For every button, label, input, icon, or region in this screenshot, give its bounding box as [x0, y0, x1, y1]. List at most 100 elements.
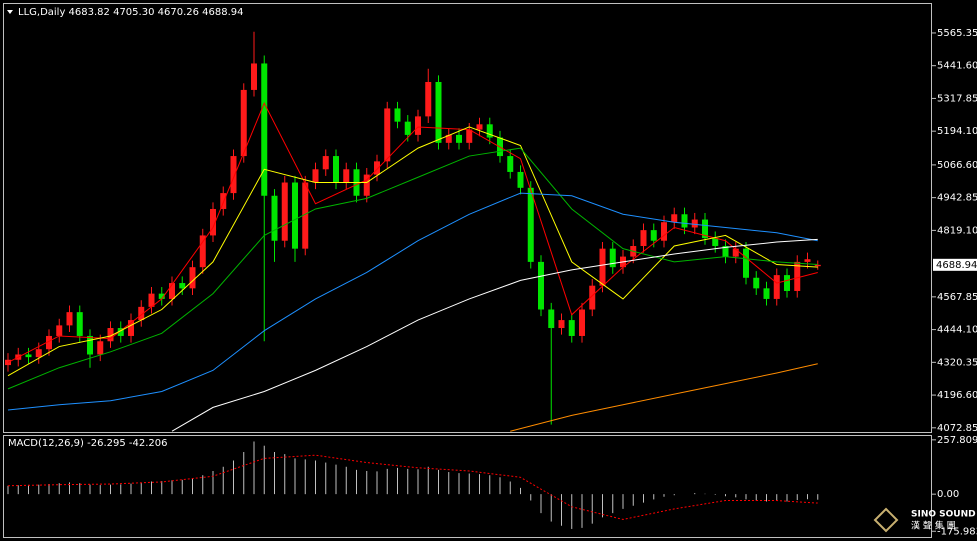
- candle-body: [599, 248, 606, 286]
- candle-body: [435, 81, 442, 143]
- watermark-subtitle: 漢 聲 集 團: [911, 520, 956, 532]
- candle-body: [312, 169, 319, 183]
- candle-body: [773, 275, 780, 299]
- candle-body: [456, 134, 462, 143]
- watermark-title: SINO SOUND: [911, 510, 976, 520]
- candle-body: [230, 156, 237, 194]
- candle-body: [589, 285, 596, 310]
- candle-body: [302, 182, 309, 249]
- indicator-line: [7, 126, 818, 377]
- candle-body: [722, 246, 729, 257]
- candle-body: [425, 81, 432, 117]
- candle-body: [107, 328, 114, 342]
- menu-arrow: [7, 10, 13, 14]
- candle-body: [138, 306, 145, 321]
- y-tick-label: 4567.85: [937, 292, 977, 303]
- macd-title: MACD(12,26,9) -26.295 -42.206: [8, 438, 168, 449]
- candle-body: [199, 235, 206, 268]
- candle-body: [292, 182, 298, 249]
- logo: [873, 507, 899, 533]
- indicator-line: [171, 238, 818, 432]
- candle-body: [445, 134, 452, 143]
- candle-body: [271, 195, 278, 241]
- indicator-line: [7, 192, 818, 411]
- y-tick-label: 5565.35: [937, 28, 977, 39]
- candle-body: [322, 156, 329, 170]
- candle-body: [128, 320, 134, 336]
- y-tick-label: 4320.35: [937, 357, 977, 368]
- indicator-line: [510, 363, 818, 432]
- candle-body: [814, 264, 821, 267]
- candle-body: [56, 325, 63, 336]
- candle-body: [702, 219, 708, 239]
- candle-body: [671, 214, 678, 223]
- candle-body: [179, 283, 186, 289]
- candle-body: [712, 238, 719, 247]
- candle-body: [97, 341, 104, 355]
- candle-body: [691, 219, 698, 228]
- candle-body: [404, 121, 411, 135]
- candle-body: [486, 124, 493, 138]
- candle-body: [333, 156, 339, 183]
- indicator-line: [7, 147, 818, 390]
- candle-body: [394, 108, 401, 122]
- candle-body: [794, 261, 801, 291]
- candle-body: [609, 248, 616, 268]
- candle-body: [568, 320, 575, 336]
- chart-title: LLG,Daily 4683.82 4705.30 4670.26 4688.9…: [18, 7, 244, 18]
- candle-body: [661, 222, 667, 241]
- candle-body: [343, 169, 350, 183]
- candle-body: [579, 309, 585, 336]
- candle-body: [189, 267, 196, 289]
- candle-body: [415, 116, 421, 135]
- candle-body: [240, 89, 247, 157]
- y-tick-label: 4072.85: [937, 423, 977, 434]
- candle-body: [374, 161, 380, 175]
- candle-body: [384, 108, 391, 162]
- y-tick-label: -175.983: [937, 526, 977, 537]
- candle-body: [743, 248, 749, 278]
- indicator-line: [7, 454, 818, 520]
- candle-body: [476, 124, 483, 130]
- y-tick-label: 5066.60: [937, 160, 977, 171]
- candle-body: [527, 187, 534, 262]
- y-tick-label: 5194.10: [937, 126, 977, 137]
- price-label-bg: [933, 258, 977, 271]
- candle-body: [732, 248, 739, 257]
- y-tick-label: 257.809: [937, 435, 977, 446]
- y-tick-label: 4942.85: [937, 193, 977, 204]
- candle-body: [681, 214, 688, 228]
- candle-body: [363, 174, 370, 196]
- candle-body: [558, 320, 565, 329]
- candle-body: [46, 335, 52, 350]
- candle-body: [251, 63, 257, 90]
- candle-body: [784, 275, 790, 291]
- candle-body: [25, 354, 32, 358]
- main-frame: [3, 3, 932, 433]
- candle-body: [466, 129, 473, 143]
- y-tick-label: 5317.85: [937, 93, 977, 104]
- candle-body: [35, 349, 42, 358]
- y-tick-label: 5441.60: [937, 61, 977, 72]
- candle-body: [804, 259, 811, 262]
- candle-body: [76, 312, 83, 336]
- y-tick-label: 4196.60: [937, 390, 977, 401]
- candle-body: [763, 288, 770, 299]
- watermark: SINO SOUND 漢 聲 集 團: [873, 507, 976, 533]
- candle-body: [517, 171, 524, 188]
- candle-body: [538, 261, 544, 310]
- y-tick-label: 4444.10: [937, 325, 977, 336]
- candle-body: [210, 208, 216, 236]
- candle-body: [158, 293, 165, 299]
- current-price: 4688.94: [936, 260, 977, 271]
- candle-body: [148, 293, 155, 307]
- candle-body: [220, 193, 227, 209]
- y-tick-label: 4819.10: [937, 225, 977, 236]
- candle-body: [87, 335, 93, 355]
- candle-body: [66, 312, 73, 326]
- candle-body: [169, 283, 175, 299]
- candle-body: [117, 328, 124, 336]
